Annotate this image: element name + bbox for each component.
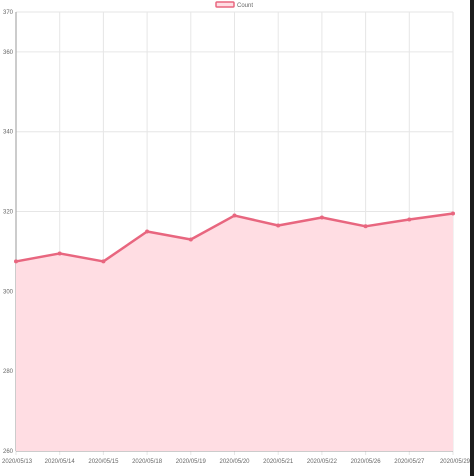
y-tick-label: 340 [3, 130, 14, 136]
x-axis-ticks: 2020/05/13 2020/05/14 2020/05/15 2020/05/18… [2, 459, 471, 465]
x-tick-label: 2020/05/20 [219, 459, 250, 465]
window-edge [470, 0, 474, 476]
x-tick-label: 2020/05/26 [351, 459, 382, 465]
legend-swatch[interactable] [215, 1, 235, 8]
x-tick-label: 2020/05/15 [88, 459, 119, 465]
data-point[interactable] [145, 229, 150, 234]
data-point[interactable] [57, 251, 62, 256]
y-tick-label: 300 [3, 289, 14, 295]
y-tick-label: 260 [3, 449, 14, 455]
x-tick-label: 2020/05/27 [394, 459, 425, 465]
x-tick-label: 2020/05/22 [307, 459, 338, 465]
data-points [14, 211, 455, 264]
x-tick-label: 2020/05/14 [45, 459, 76, 465]
data-point[interactable] [188, 237, 193, 242]
x-tick-label: 2020/05/21 [263, 459, 294, 465]
x-tick-label: 2020/05/13 [2, 459, 33, 465]
data-point[interactable] [363, 224, 368, 229]
data-point[interactable] [276, 223, 281, 228]
data-point[interactable] [319, 215, 324, 220]
y-tick-label: 280 [3, 369, 14, 375]
legend-label[interactable]: Count [237, 3, 253, 9]
series-area-fill [16, 213, 453, 451]
y-axis-ticks: 370 360 340 320 300 280 260 [3, 10, 14, 455]
x-tick-label: 2020/05/19 [176, 459, 207, 465]
data-point[interactable] [451, 211, 455, 216]
data-point[interactable] [407, 217, 412, 222]
data-point[interactable] [101, 259, 106, 264]
y-tick-label: 370 [3, 10, 14, 16]
y-tick-label: 360 [3, 50, 14, 56]
x-tick-label: 2020/05/18 [132, 459, 163, 465]
x-tick-label: 2020/05/29 [440, 459, 471, 465]
legend[interactable]: Count [215, 1, 253, 9]
y-tick-label: 320 [3, 210, 14, 216]
data-point[interactable] [14, 259, 18, 264]
data-point[interactable] [232, 213, 237, 218]
